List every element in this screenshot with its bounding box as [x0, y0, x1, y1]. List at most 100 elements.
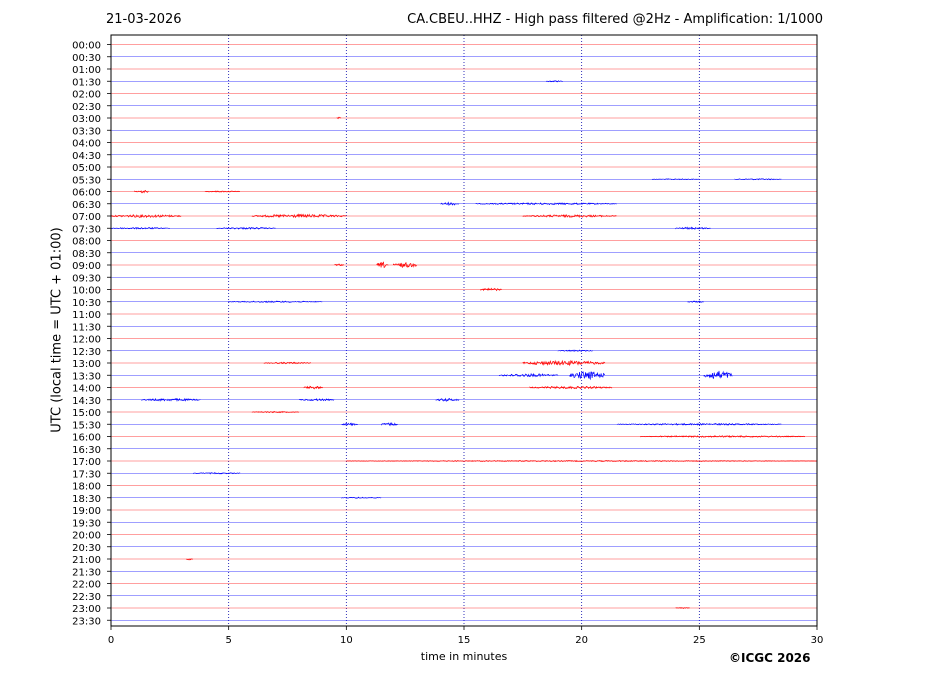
trace-event: [522, 359, 606, 367]
row-label: 08:00: [72, 237, 101, 248]
x-tick-label: 25: [693, 635, 706, 646]
trace-event: [251, 410, 300, 414]
trace-event: [734, 178, 782, 181]
row-label: 07:30: [72, 224, 101, 235]
row-label: 06:30: [72, 200, 101, 211]
row-label: 16:30: [72, 445, 101, 456]
row-label: 09:30: [72, 273, 101, 284]
x-tick-label: 30: [811, 635, 824, 646]
row-label: 13:00: [72, 359, 101, 370]
trace-event: [141, 397, 201, 402]
trace-event: [557, 349, 594, 352]
row-label: 14:30: [72, 396, 101, 407]
trace-event: [569, 370, 606, 381]
trace-event: [263, 361, 311, 365]
row-label: 12:00: [72, 335, 101, 346]
trace-event: [376, 261, 389, 269]
trace-event: [134, 189, 149, 194]
row-label: 23:30: [72, 616, 101, 627]
trace-event: [303, 385, 323, 390]
row-label: 11:00: [72, 310, 101, 321]
row-label: 04:00: [72, 139, 101, 150]
row-label: 14:00: [72, 384, 101, 395]
row-label: 19:00: [72, 506, 101, 517]
row-label: 03:00: [72, 114, 101, 125]
trace-event: [341, 496, 382, 499]
row-label: 10:00: [72, 286, 101, 297]
row-label: 01:30: [72, 77, 101, 88]
trace-event: [204, 190, 240, 193]
copyright-label: ©ICGC 2026: [729, 651, 811, 665]
trace-event: [529, 385, 613, 390]
trace-event: [703, 370, 733, 379]
trace-event: [651, 178, 700, 181]
x-tick-label: 15: [458, 635, 471, 646]
row-label: 21:30: [72, 567, 101, 578]
row-label: 22:00: [72, 580, 101, 591]
trace-event: [334, 263, 344, 267]
x-tick-label: 0: [108, 635, 114, 646]
row-label: 00:30: [72, 53, 101, 64]
trace-event: [675, 226, 711, 231]
trace-event: [522, 214, 617, 219]
trace-event: [435, 397, 460, 402]
row-label: 10:30: [72, 298, 101, 309]
row-label: 16:00: [72, 433, 101, 444]
row-label: 20:00: [72, 531, 101, 542]
row-label: 21:00: [72, 555, 101, 566]
row-label: 20:30: [72, 543, 101, 554]
row-label: 22:30: [72, 592, 101, 603]
plot-frame: [110, 34, 818, 627]
trace-event: [110, 213, 182, 219]
trace-layer: [110, 44, 817, 621]
row-label: 07:00: [72, 212, 101, 223]
trace-event: [480, 287, 502, 292]
row-label: 04:30: [72, 151, 101, 162]
row-label: 05:00: [72, 163, 101, 174]
trace-event: [345, 459, 817, 463]
trace-event: [546, 80, 563, 83]
row-label: 06:00: [72, 188, 101, 199]
row-label: 15:30: [72, 420, 101, 431]
row-label: 15:00: [72, 408, 101, 419]
row-label: 08:30: [72, 249, 101, 260]
trace-event: [298, 397, 335, 402]
row-label: 17:00: [72, 457, 101, 468]
trace-event: [498, 372, 559, 378]
trace-event: [110, 226, 170, 230]
row-label: 02:00: [72, 90, 101, 101]
trace-event: [640, 435, 806, 438]
x-tick-label: 10: [340, 635, 353, 646]
row-label: 17:30: [72, 469, 101, 480]
row-label: 00:00: [72, 41, 101, 52]
x-axis-label: time in minutes: [421, 650, 508, 663]
trace-event: [228, 300, 323, 303]
trace-event: [440, 201, 460, 206]
row-label: 09:00: [72, 261, 101, 272]
chart-date: 21-03-2026: [106, 12, 182, 27]
row-label: 05:30: [72, 175, 101, 186]
trace-event: [616, 422, 782, 426]
trace-event: [336, 116, 342, 120]
row-label: 13:30: [72, 371, 101, 382]
row-label: 03:30: [72, 126, 101, 137]
chart-title: CA.CBEU..HHZ - High pass filtered @2Hz -…: [407, 12, 823, 27]
trace-event: [341, 422, 358, 427]
row-label: 19:30: [72, 518, 101, 529]
trace-event: [675, 607, 690, 609]
trace-event: [185, 558, 193, 561]
row-label: 12:30: [72, 347, 101, 358]
trace-event: [393, 261, 418, 269]
trace-event: [381, 422, 398, 427]
row-label: 18:30: [72, 494, 101, 505]
trace-event: [251, 213, 347, 219]
row-label: 23:00: [72, 604, 101, 615]
trace-event: [193, 472, 241, 475]
grid-layer: [228, 35, 700, 626]
row-label: 11:30: [72, 322, 101, 333]
x-tick-label: 20: [575, 635, 588, 646]
row-label: 01:00: [72, 65, 101, 76]
trace-event: [216, 226, 276, 230]
